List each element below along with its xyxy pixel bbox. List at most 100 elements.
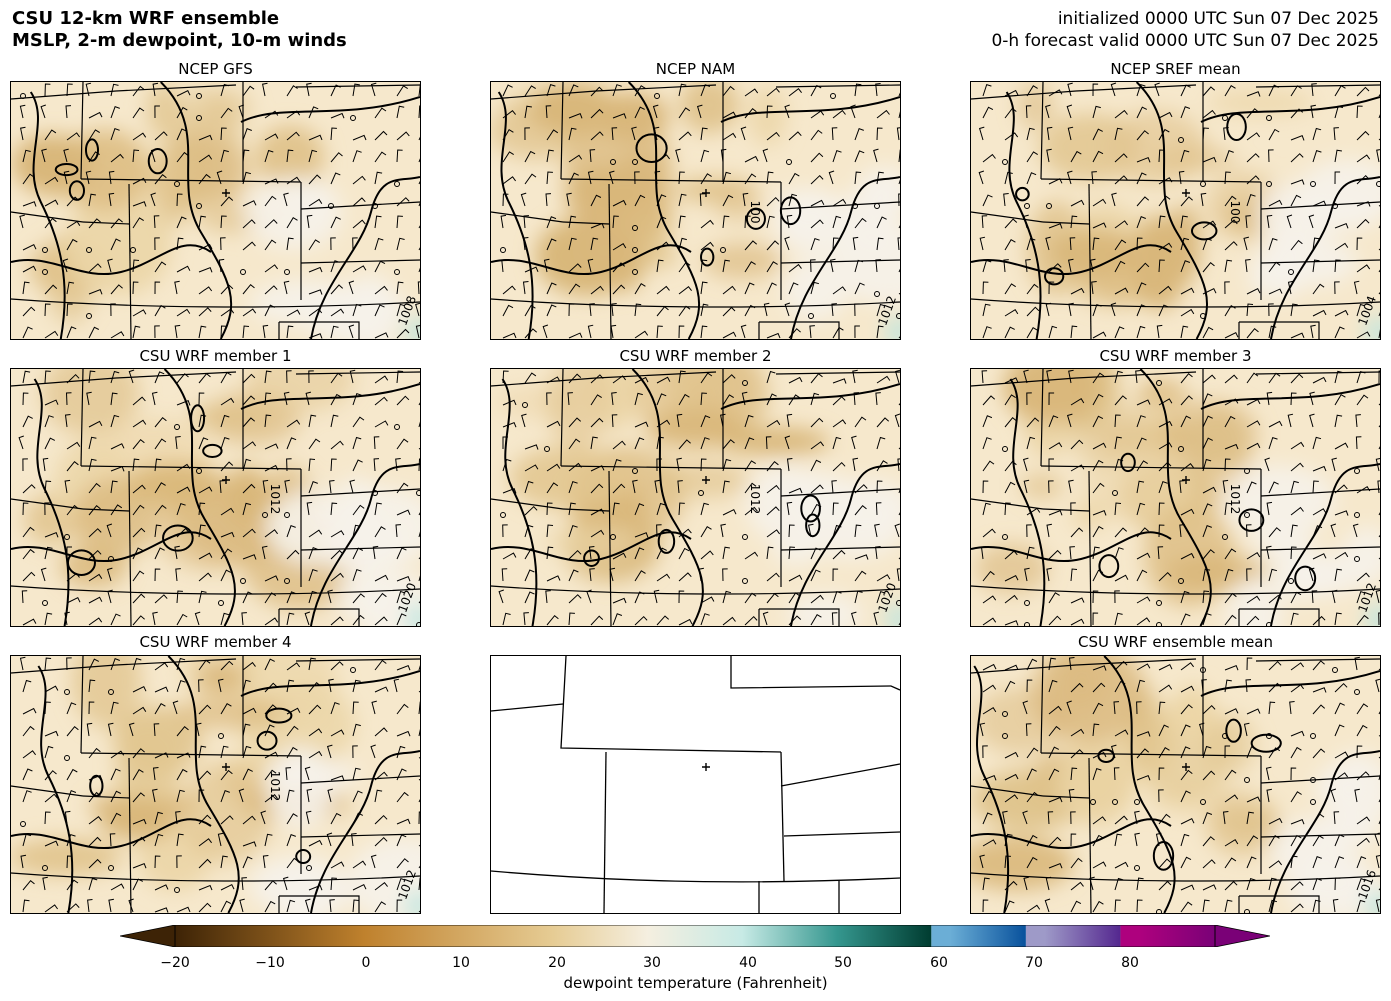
wind-barb [395, 524, 402, 538]
station-marker [222, 476, 230, 484]
calm-wind-circle [416, 622, 420, 626]
state-border [11, 872, 420, 882]
isobar-contour [1200, 96, 1380, 123]
wind-barb [330, 152, 343, 163]
wind-barb [220, 215, 227, 229]
wind-barb [1202, 612, 1212, 626]
wind-barb [742, 192, 749, 207]
wind-barb [374, 882, 388, 891]
wind-barb [1375, 457, 1380, 472]
wind-barb [1202, 220, 1217, 229]
wind-barb [568, 549, 582, 560]
wind-barb [198, 325, 207, 339]
wind-barb [522, 281, 529, 295]
wind-barb [1334, 370, 1343, 384]
wind-barb [242, 591, 253, 604]
wind-barb [1158, 664, 1173, 671]
wind-barb [241, 612, 247, 626]
wind-barb [44, 730, 59, 737]
wind-barb [1070, 749, 1084, 759]
wind-barb [502, 421, 517, 428]
wind-barb [1268, 835, 1280, 847]
wind-barb [1136, 679, 1145, 693]
wind-barb [1202, 836, 1215, 847]
wind-barb [832, 568, 839, 582]
isobar-contour [497, 91, 534, 339]
wind-barb [330, 372, 343, 384]
wind-barb [568, 438, 581, 450]
isobar-closed-contour [1250, 733, 1282, 753]
wind-barb [786, 413, 793, 428]
wind-barb [612, 284, 626, 295]
wind-barb [568, 172, 579, 185]
wind-barb [1136, 399, 1151, 406]
wind-barb [198, 524, 206, 538]
wind-barb [308, 239, 320, 251]
map-panel-member1: 1020 1012 [10, 368, 421, 627]
wind-barb [198, 502, 206, 516]
isobar-contour [1270, 176, 1380, 339]
calm-wind-circle [1200, 799, 1206, 805]
wind-barb [1202, 326, 1214, 339]
wind-barb [766, 460, 779, 472]
state-border [780, 751, 785, 882]
wind-barb [1004, 751, 1019, 759]
wind-barb [676, 413, 683, 428]
wind-barb [722, 458, 732, 472]
wind-barb [590, 374, 604, 384]
colorbar-tick-label: 0 [361, 955, 371, 971]
wind-barb [678, 590, 685, 604]
colorbar-tick-label: 30 [643, 955, 661, 971]
calm-wind-circle [42, 269, 48, 275]
wind-barb [1202, 86, 1216, 97]
wind-barb [1113, 701, 1120, 715]
wind-barb [568, 594, 582, 604]
wind-barb [546, 502, 553, 516]
wind-barb [586, 589, 592, 604]
wind-barb [65, 105, 72, 119]
wind-barb [568, 569, 579, 582]
wind-barb [220, 284, 234, 295]
wind-barb [568, 112, 583, 119]
wind-barb [22, 201, 37, 207]
wind-barb [22, 571, 36, 582]
wind-barb [590, 285, 604, 295]
wind-barb [352, 237, 358, 251]
wind-barb [1114, 127, 1123, 141]
wind-barb [22, 244, 37, 251]
state-border [1088, 470, 1092, 626]
calm-wind-circle [240, 269, 246, 275]
wind-barb [22, 707, 37, 715]
wind-barb [64, 810, 71, 825]
wind-barb [330, 572, 344, 582]
wind-barb [1224, 458, 1231, 472]
wind-barb [286, 85, 298, 97]
wind-barb [982, 707, 997, 715]
wind-barb [418, 757, 420, 759]
wind-barb [876, 480, 883, 494]
wind-barb [568, 303, 575, 317]
wind-barbs [980, 369, 1380, 626]
panel-title-ensemble-mean: CSU WRF ensemble mean [1077, 633, 1273, 651]
wind-barb [854, 504, 867, 516]
wind-barb [22, 526, 35, 538]
wind-barb [766, 592, 779, 604]
calm-wind-circle [1046, 203, 1052, 209]
wind-barb [1246, 372, 1259, 384]
wind-barb [286, 662, 301, 671]
wind-barb [876, 417, 890, 428]
wind-barb [722, 194, 734, 207]
wind-barb [1136, 415, 1146, 428]
wind-barb [176, 768, 188, 781]
wind-barb [832, 198, 847, 207]
wind-barb [220, 107, 233, 119]
state-border [1239, 321, 1320, 339]
wind-barb [788, 88, 802, 97]
wind-barb [590, 529, 605, 538]
init-time: initialized 0000 UTC Sun 07 Dec 2025 [1057, 9, 1379, 29]
wind-barb [330, 393, 342, 406]
wind-barb [1312, 309, 1327, 317]
wind-barb [1048, 178, 1063, 185]
wind-barb [154, 237, 160, 251]
wind-barb [1310, 104, 1316, 119]
